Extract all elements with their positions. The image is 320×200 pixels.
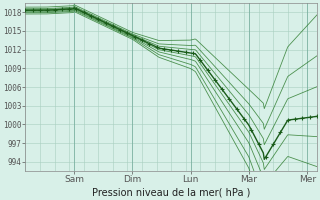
X-axis label: Pression niveau de la mer( hPa ): Pression niveau de la mer( hPa ) (92, 187, 250, 197)
